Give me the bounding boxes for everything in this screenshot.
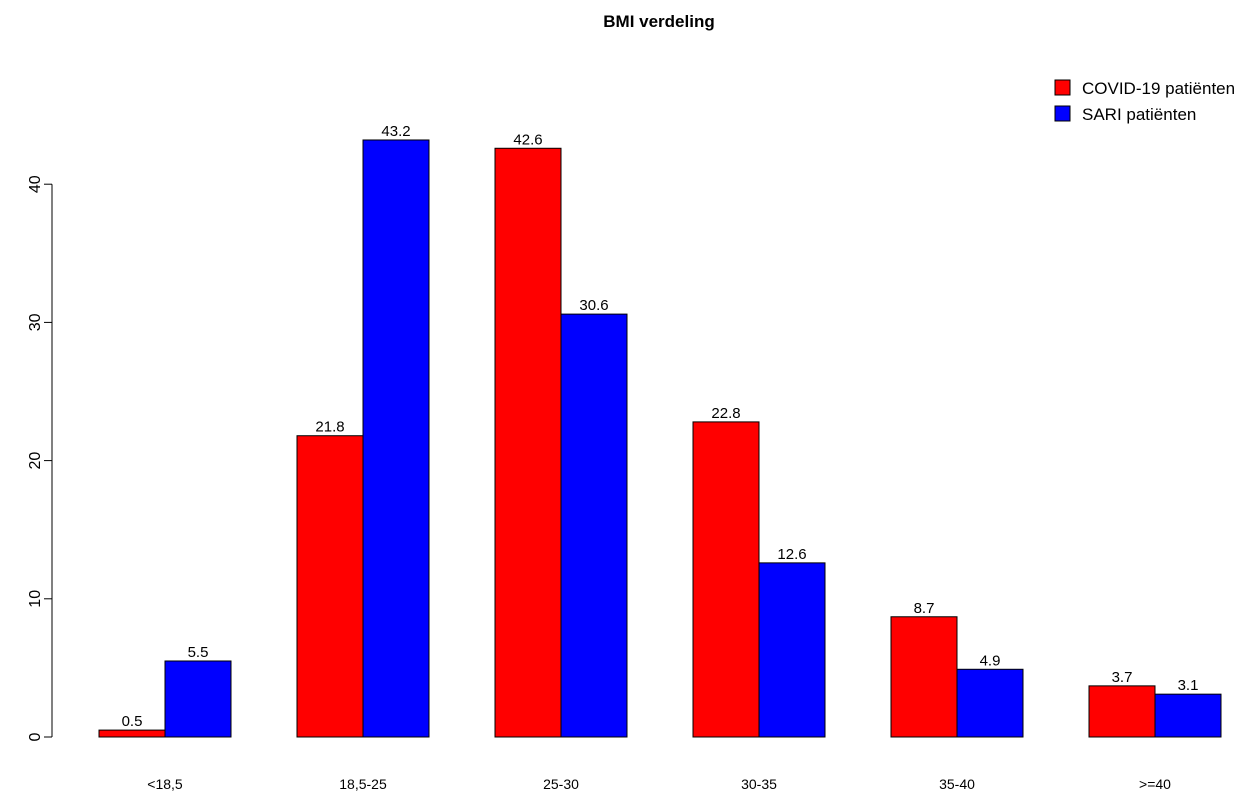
value-label: 43.2 <box>381 123 410 140</box>
value-label: 3.7 <box>1112 669 1133 686</box>
bar-covid <box>692 421 760 738</box>
chart-title: BMI verdeling <box>603 12 714 31</box>
y-tick-label: 40 <box>27 175 44 193</box>
x-category-label: 30-35 <box>741 776 777 792</box>
bar-sari <box>758 562 826 738</box>
legend-label: SARI patiënten <box>1082 105 1196 124</box>
value-label: 0.5 <box>122 713 143 730</box>
value-labels: 0.5 5.5 21.8 43.2 42.6 30.6 22.8 12.6 8.7 4.9 3.7 3… <box>122 123 1199 730</box>
value-label: 42.6 <box>513 131 542 148</box>
y-tick-label: 10 <box>27 590 44 608</box>
x-category-label: 18,5-25 <box>339 776 387 792</box>
bar-covid <box>296 435 364 738</box>
value-label: 8.7 <box>914 600 935 617</box>
bar-sari <box>1154 693 1222 738</box>
value-label: 21.8 <box>315 419 344 436</box>
value-label: 12.6 <box>777 546 806 563</box>
value-label: 30.6 <box>579 297 608 314</box>
bar-sari <box>164 660 232 738</box>
y-tick-label: 20 <box>27 452 44 470</box>
bar-sari <box>956 668 1024 738</box>
x-category-label: <18,5 <box>147 776 183 792</box>
legend-label: COVID-19 patiënten <box>1082 79 1235 98</box>
x-category-label: 25-30 <box>543 776 579 792</box>
bar-covid <box>98 729 166 738</box>
x-axis-labels: <18,5 18,5-25 25-30 30-35 35-40 >=40 <box>147 776 1171 792</box>
legend-swatch <box>1054 79 1071 96</box>
x-category-label: >=40 <box>1139 776 1171 792</box>
value-label: 22.8 <box>711 405 740 422</box>
value-label: 3.1 <box>1178 677 1199 694</box>
bar-sari <box>560 313 628 738</box>
legend-swatch <box>1054 105 1071 122</box>
value-label: 4.9 <box>980 652 1001 669</box>
legend: COVID-19 patiënten SARI patiënten <box>1054 79 1235 124</box>
value-label: 5.5 <box>188 644 209 661</box>
bar-covid <box>1088 685 1156 738</box>
bars <box>98 139 1222 738</box>
y-tick-label: 0 <box>27 732 44 741</box>
bar-sari <box>362 139 430 738</box>
bar-covid <box>494 147 562 738</box>
y-axis: 0 10 20 30 40 <box>27 175 53 741</box>
x-category-label: 35-40 <box>939 776 975 792</box>
bar-covid <box>890 616 958 738</box>
y-tick-label: 30 <box>27 313 44 331</box>
